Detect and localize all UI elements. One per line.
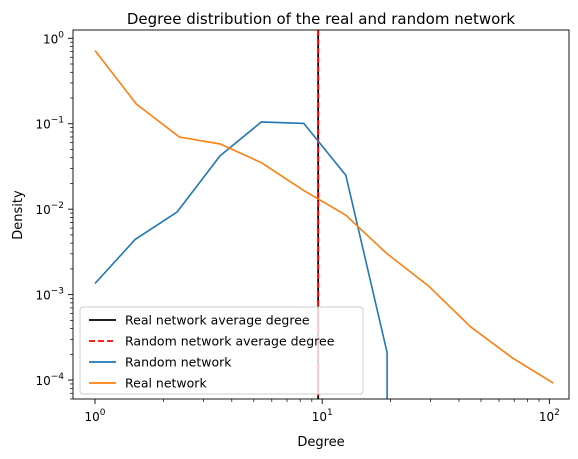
- x-tick-label: 100: [85, 408, 106, 424]
- legend-box: [79, 306, 364, 395]
- y-tick-exponent: −3: [51, 287, 64, 297]
- y-axis-label: Density: [11, 190, 26, 240]
- y-tick-label: 10−2: [35, 201, 64, 217]
- x-tick-base: 10: [539, 410, 554, 424]
- legend-label: Random network: [125, 355, 232, 370]
- y-tick-exponent: −4: [51, 372, 65, 382]
- y-tick-base: 10: [35, 374, 50, 388]
- legend-label: Real network average degree: [125, 313, 310, 328]
- y-tick-exponent: −1: [51, 116, 64, 126]
- legend: Real network average degree Random networ…: [79, 306, 364, 395]
- x-tick-base: 10: [85, 410, 100, 424]
- x-axis-label: Degree: [297, 435, 344, 450]
- y-tick-base: 10: [35, 289, 50, 303]
- x-tick-label: 102: [539, 408, 560, 424]
- y-tick-label: 100: [43, 30, 64, 46]
- y-tick-base: 10: [35, 203, 50, 217]
- y-tick-exponent: 0: [58, 30, 64, 40]
- y-tick-label: 10−1: [35, 116, 64, 132]
- x-tick-base: 10: [312, 410, 327, 424]
- y-tick-label: 10−3: [35, 287, 64, 303]
- y-tick-label: 10−4: [35, 372, 64, 388]
- legend-label: Random network average degree: [125, 334, 335, 349]
- plot-frame: [72, 29, 570, 400]
- x-tick-exponent: 2: [554, 408, 560, 418]
- series-line-real-network: [94, 50, 554, 384]
- y-tick-base: 10: [35, 118, 50, 132]
- y-tick-base: 10: [43, 32, 58, 46]
- series-line-random-network: [94, 121, 388, 399]
- x-tick-exponent: 0: [100, 408, 106, 418]
- x-tick-label: 101: [312, 408, 333, 424]
- y-tick-exponent: −2: [51, 201, 64, 211]
- legend-label: Real network: [125, 376, 207, 391]
- chart-title: Degree distribution of the real and rand…: [127, 10, 516, 28]
- x-tick-exponent: 1: [327, 408, 333, 418]
